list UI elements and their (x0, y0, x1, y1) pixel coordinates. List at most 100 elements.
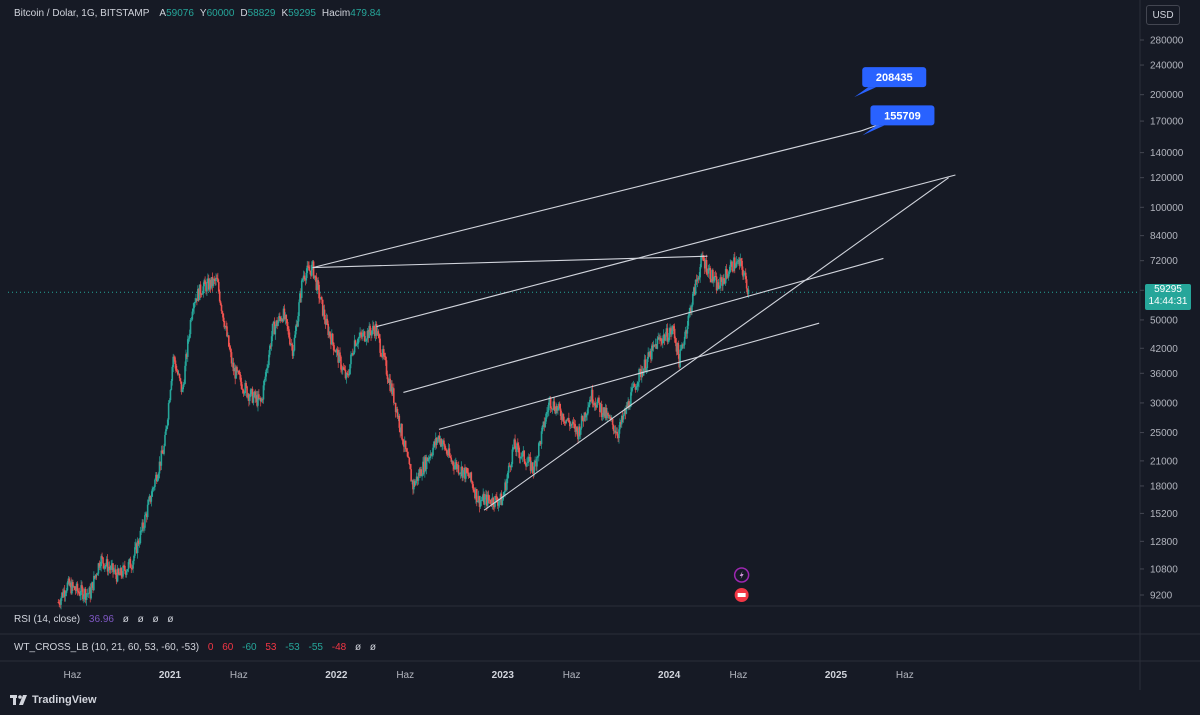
candle-body[interactable] (475, 489, 477, 499)
candle-body[interactable] (343, 369, 346, 371)
candle-body[interactable] (631, 386, 634, 388)
candle-body[interactable] (743, 274, 745, 277)
candle-body[interactable] (622, 414, 625, 420)
candle-body[interactable] (90, 587, 92, 599)
candle-body[interactable] (182, 384, 185, 390)
candle-body[interactable] (294, 330, 297, 338)
candle-body[interactable] (655, 344, 658, 349)
candle-body[interactable] (540, 431, 543, 445)
candle-body[interactable] (119, 568, 122, 576)
candle-body[interactable] (635, 386, 638, 390)
candle-body[interactable] (298, 302, 300, 317)
candle-body[interactable] (456, 465, 459, 470)
candle-body[interactable] (487, 494, 490, 500)
candle-body[interactable] (118, 574, 121, 576)
candle-body[interactable] (356, 343, 359, 345)
candle-body[interactable] (372, 325, 375, 330)
candle-body[interactable] (190, 319, 193, 321)
candle-body[interactable] (651, 345, 654, 348)
candle-body[interactable] (424, 457, 427, 470)
candle-body[interactable] (344, 370, 347, 379)
candle-body[interactable] (283, 308, 286, 319)
candle-body[interactable] (460, 466, 463, 474)
candle-body[interactable] (407, 456, 410, 458)
candle-body[interactable] (140, 530, 143, 532)
candle-body[interactable] (455, 462, 457, 465)
candle-body[interactable] (364, 340, 367, 342)
candle-body[interactable] (544, 421, 546, 427)
candle-body[interactable] (624, 410, 627, 414)
candle-body[interactable] (384, 356, 387, 361)
candle-body[interactable] (696, 278, 699, 282)
candle-body[interactable] (65, 590, 68, 594)
candle-body[interactable] (185, 354, 187, 366)
candle-body[interactable] (223, 320, 226, 328)
candle-body[interactable] (312, 261, 315, 279)
candle-body[interactable] (454, 464, 456, 470)
candle-body[interactable] (184, 365, 186, 384)
candle-body[interactable] (466, 472, 469, 474)
candle-body[interactable] (431, 455, 433, 457)
trendline[interactable] (376, 174, 956, 328)
candle-body[interactable] (157, 473, 160, 479)
candle-body[interactable] (468, 476, 471, 478)
candle-body[interactable] (555, 405, 557, 414)
candle-body[interactable] (123, 565, 125, 567)
candle-body[interactable] (233, 368, 236, 372)
candle-body[interactable] (502, 495, 505, 500)
candle-body[interactable] (664, 335, 667, 341)
candle-body[interactable] (288, 329, 290, 338)
candle-body[interactable] (679, 349, 681, 368)
candle-body[interactable] (488, 499, 491, 501)
candle-body[interactable] (503, 492, 505, 496)
candle-body[interactable] (452, 461, 454, 466)
candle-body[interactable] (272, 321, 275, 324)
candle-body[interactable] (710, 279, 712, 282)
candle-body[interactable] (342, 367, 345, 370)
candle-body[interactable] (497, 502, 500, 506)
candle-body[interactable] (737, 259, 740, 262)
candle-body[interactable] (391, 383, 393, 395)
candle-body[interactable] (193, 303, 195, 309)
candle-body[interactable] (742, 269, 744, 277)
candle-body[interactable] (293, 337, 296, 351)
candle-body[interactable] (252, 395, 255, 403)
candle-body[interactable] (525, 463, 527, 467)
candle-body[interactable] (80, 585, 82, 596)
candle-body[interactable] (234, 368, 236, 379)
candle-body[interactable] (345, 373, 348, 379)
candle-body[interactable] (483, 493, 485, 505)
candle-body[interactable] (616, 431, 618, 436)
tradingview-logo[interactable]: TradingView (10, 694, 97, 706)
candle-body[interactable] (228, 346, 231, 350)
candle-body[interactable] (218, 291, 221, 302)
candle-body[interactable] (70, 582, 72, 594)
candle-body[interactable] (599, 404, 602, 413)
candle-body[interactable] (71, 582, 73, 594)
candle-body[interactable] (73, 586, 75, 588)
candle-body[interactable] (661, 338, 664, 344)
candle-body[interactable] (409, 464, 412, 470)
candle-body[interactable] (253, 391, 256, 396)
candle-body[interactable] (255, 395, 257, 399)
candle-body[interactable] (331, 333, 333, 345)
candle-body[interactable] (338, 352, 340, 363)
candle-body[interactable] (320, 297, 322, 300)
candle-body[interactable] (275, 320, 278, 327)
candle-body[interactable] (589, 399, 592, 402)
candle-body[interactable] (217, 278, 219, 282)
candle-body[interactable] (692, 287, 695, 294)
candle-body[interactable] (496, 501, 499, 506)
candle-body[interactable] (145, 513, 147, 516)
candle-body[interactable] (492, 497, 494, 506)
candle-body[interactable] (493, 505, 495, 507)
candle-body[interactable] (379, 338, 381, 353)
candle-body[interactable] (699, 267, 701, 278)
candle-body[interactable] (347, 374, 350, 376)
candle-body[interactable] (601, 415, 604, 418)
candle-body[interactable] (736, 261, 739, 263)
candle-body[interactable] (310, 264, 313, 276)
candle-body[interactable] (717, 282, 720, 289)
candle-body[interactable] (174, 357, 176, 364)
candle-body[interactable] (166, 419, 169, 427)
